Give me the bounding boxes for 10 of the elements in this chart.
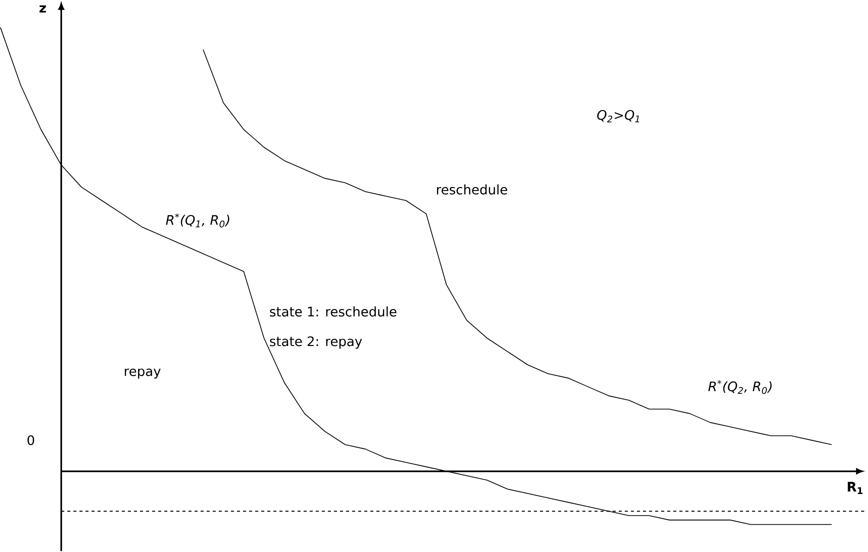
x-axis-title: R$_{1}$ bbox=[848, 482, 862, 494]
series-label: R$^{*}$(Q$_{2}$, R$_{0}$) bbox=[708, 380, 772, 394]
annotation: state 2: repay bbox=[270, 336, 362, 349]
annotation: Q$_{2}$>Q$_{1}$ bbox=[597, 110, 640, 122]
annotation: 0 bbox=[28, 435, 34, 446]
y-axis-title: z bbox=[40, 5, 46, 13]
annotation: reschedule bbox=[436, 184, 508, 195]
annotation: state 1: reschedule bbox=[270, 306, 396, 317]
annotation: repay bbox=[124, 368, 161, 379]
series-label: R$^{*}$(Q$_{1}$, R$_{0}$) bbox=[166, 214, 230, 228]
